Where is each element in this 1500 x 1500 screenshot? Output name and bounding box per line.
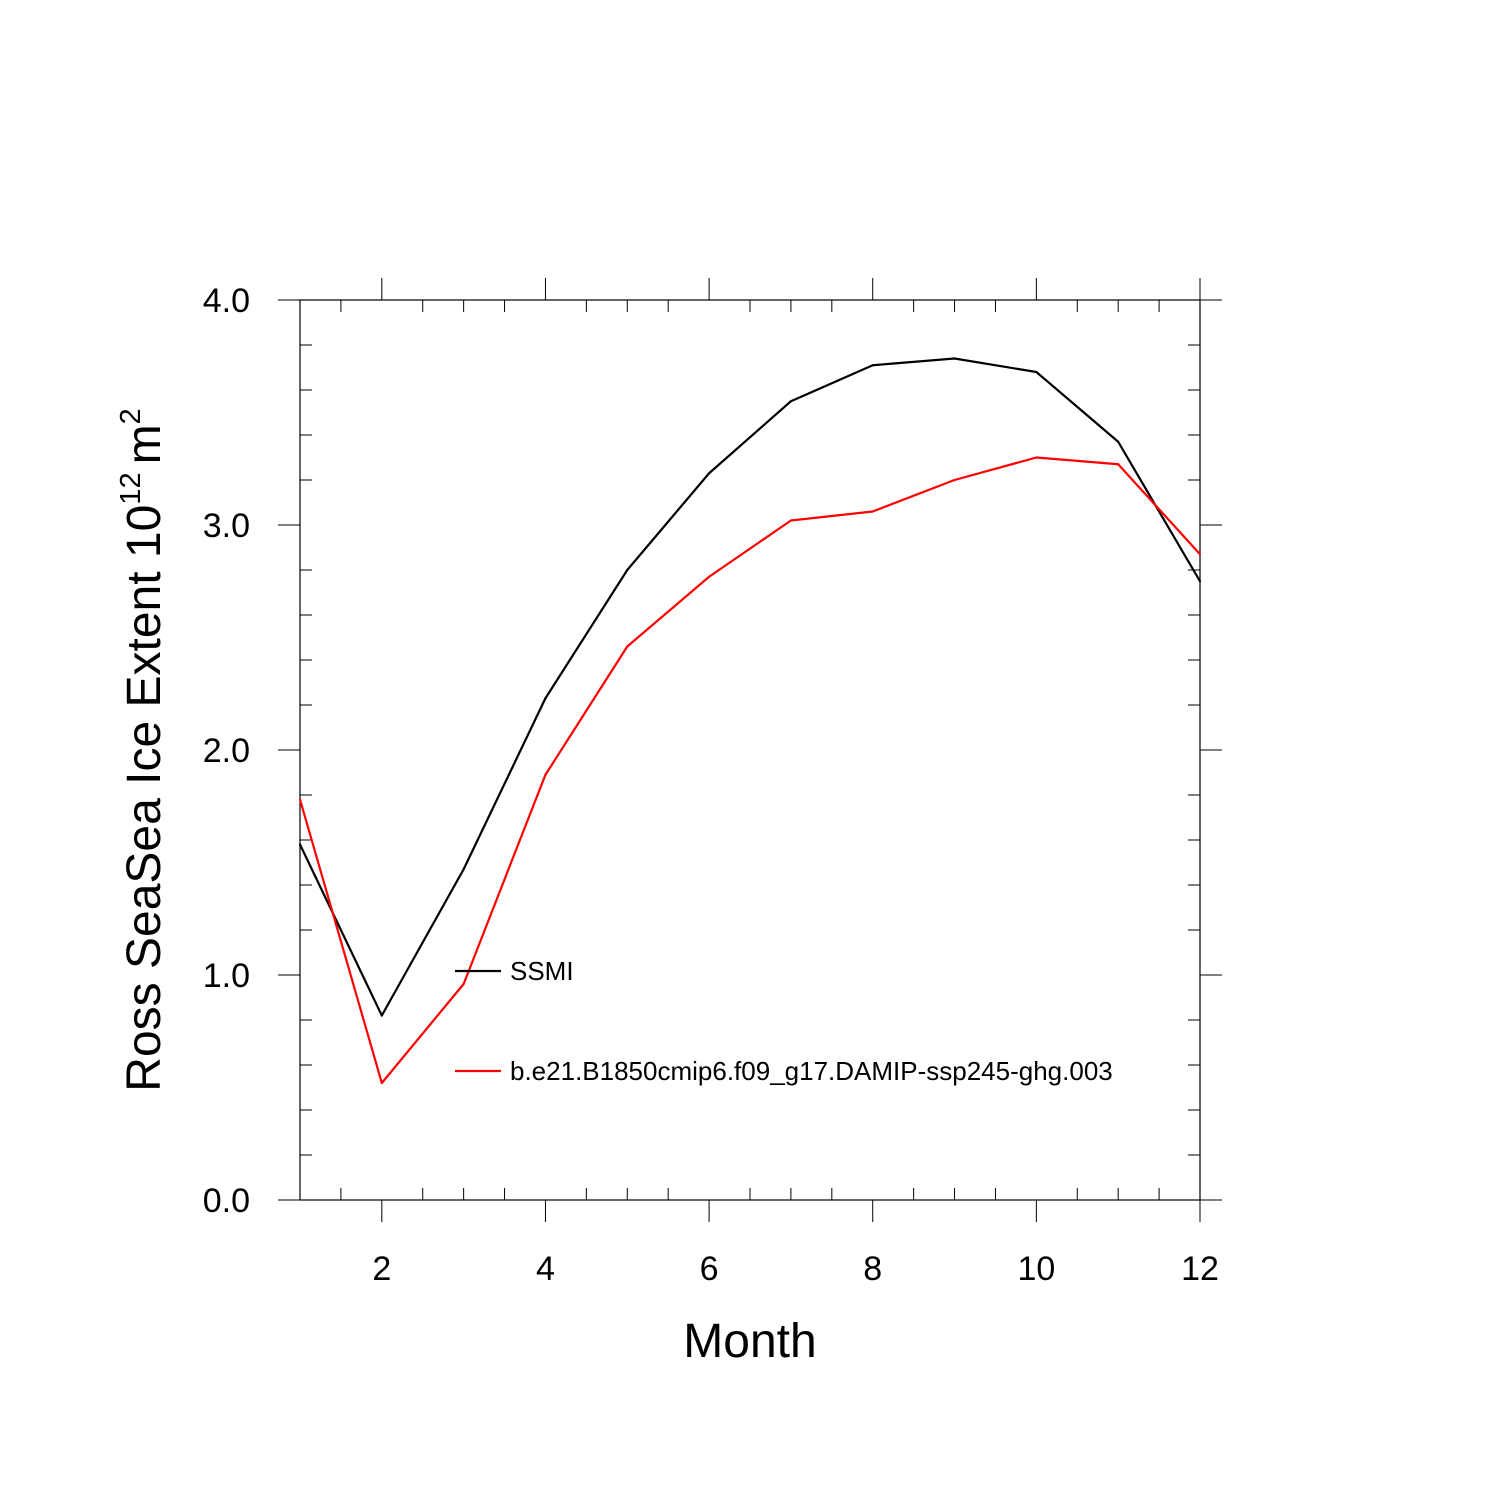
y-axis-title-unit-exponent: 2 [115,408,147,424]
tick-marks [278,278,1222,1222]
legend-label: SSMI [510,956,574,986]
y-axis-title-main: Ross SeaSea Ice Extent 10 [118,505,171,1092]
series-2-point [1117,463,1120,466]
series-2-point [1198,553,1202,556]
series-1-point [544,697,547,700]
series-2-point [871,510,874,513]
x-tick-label: 2 [372,1250,391,1288]
y-tick-label: 2.0 [203,732,250,770]
series-2-point [462,982,465,986]
series-1-point [380,1014,383,1017]
series-2-point [380,1081,383,1085]
series-2-point [544,773,547,776]
series-2-point [298,798,302,801]
series-1-point [462,868,465,871]
y-axis-title-unit: m [118,424,171,464]
legend: SSMI b.e21.B1850cmip6.f09_g17.DAMIP-ssp24… [455,956,1113,1086]
series-1-point [1117,440,1120,443]
x-tick-label: 4 [536,1250,555,1288]
x-tick-label: 6 [700,1250,719,1288]
series-1-point [789,400,793,403]
y-tick-label: 0.0 [203,1182,250,1220]
x-axis-title: Month [683,1315,816,1368]
series-1-point [1198,580,1202,583]
series-1-point [626,568,629,572]
x-tick-label: 12 [1181,1250,1219,1288]
series-2-point [953,478,956,482]
series-1-point [1035,370,1038,374]
y-axis-title-exponent: 12 [115,472,147,504]
series-line-2 [298,456,1201,1085]
legend-label: b.e21.B1850cmip6.f09_g17.DAMIP-ssp245-gh… [510,1056,1113,1086]
series-1-point [871,364,874,367]
series-2-point [789,519,793,522]
series-1-point [953,357,956,360]
series-2-point [1035,456,1038,459]
x-tick-label: 10 [1017,1250,1055,1288]
series-1-point [298,843,302,846]
y-tick-label: 1.0 [203,957,250,995]
series-line-1 [299,357,1201,1017]
y-axis-title: Ross SeaSea Ice Extent 1012 m2 [115,408,171,1091]
y-tick-label: 3.0 [203,507,250,545]
series-2-point [626,645,629,648]
x-tick-label: 8 [863,1250,882,1288]
plot-frame [299,299,1201,1201]
series-1-point [707,472,711,475]
series-2-point [707,575,711,578]
tick-labels: 0.0 1.0 2.0 3.0 4.0 2 4 6 8 10 12 [203,282,1219,1288]
series-layer [298,357,1202,1085]
y-tick-label: 4.0 [203,282,250,320]
